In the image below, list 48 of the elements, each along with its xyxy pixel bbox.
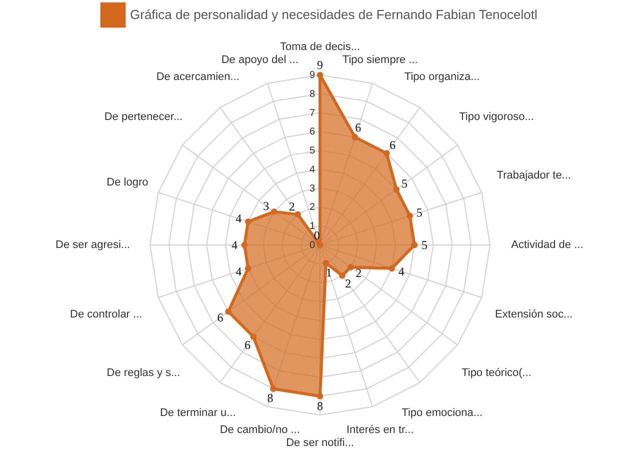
data-label: 3 xyxy=(263,198,270,213)
spoke-label: Tipo siempre ... xyxy=(342,54,418,66)
spoke-label: De logro xyxy=(106,176,148,188)
data-label: 5 xyxy=(416,206,422,220)
spoke-label: Actividad de ... xyxy=(511,239,584,251)
spoke-label: De apoyo del ... xyxy=(221,54,298,66)
spoke-label: Toma de decis... xyxy=(280,41,360,53)
data-label: 5 xyxy=(421,238,428,252)
y-tick-label: 6 xyxy=(309,126,316,138)
spoke-label: De pertenecer... xyxy=(104,110,183,123)
data-label: 4 xyxy=(236,264,242,278)
y-tick-label: 3 xyxy=(309,183,316,194)
spoke-label: Extensión soc... xyxy=(495,308,573,320)
spoke-label: Trabajador te... xyxy=(496,170,571,182)
y-tick-label: 9 xyxy=(309,70,316,81)
y-tick-label: 0 xyxy=(309,240,316,251)
spoke-label: De acercamien... xyxy=(156,70,240,83)
spoke-label: De terminar u... xyxy=(160,407,236,420)
data-label: 2 xyxy=(345,276,352,291)
spoke-label: Tipo teórico(... xyxy=(462,367,532,380)
data-label: 6 xyxy=(244,338,251,352)
spoke-label: Tipo organiza... xyxy=(404,70,480,83)
data-label: 5 xyxy=(401,176,408,191)
spoke-label: Tipo emociona... xyxy=(402,407,483,420)
spoke-label: Tipo vigoroso... xyxy=(459,110,534,123)
spoke-label: De ser notifi... xyxy=(286,437,354,449)
y-tick-label: 2 xyxy=(309,202,316,214)
data-label: 8 xyxy=(267,391,274,406)
y-tick-label: 5 xyxy=(309,146,316,157)
data-label: 1 xyxy=(326,265,332,280)
y-tick-label: 1 xyxy=(309,221,316,232)
spoke-label: De cambio/no ... xyxy=(220,424,300,436)
data-label: 6 xyxy=(217,310,224,324)
y-tick-label: 8 xyxy=(309,88,316,100)
y-tick-label: 7 xyxy=(309,108,316,119)
data-label: 6 xyxy=(389,138,396,152)
spoke-label: De reglas y s... xyxy=(106,367,180,380)
legend-label: Gráfica de personalidad y necesidades de Fernando Fabian Tenocelotl xyxy=(130,7,538,22)
data-label: 4 xyxy=(236,212,242,226)
data-label: 4 xyxy=(398,264,404,278)
spoke-label: De controlar ... xyxy=(70,308,142,320)
spoke-label: De ser agresi... xyxy=(56,239,130,251)
spoke-label: Interés en tr... xyxy=(346,424,414,436)
y-tick-label: 4 xyxy=(309,164,316,176)
data-label: 2 xyxy=(356,266,362,280)
data-label: 4 xyxy=(231,238,238,252)
data-label: 6 xyxy=(355,120,362,135)
data-label: 2 xyxy=(288,199,295,214)
